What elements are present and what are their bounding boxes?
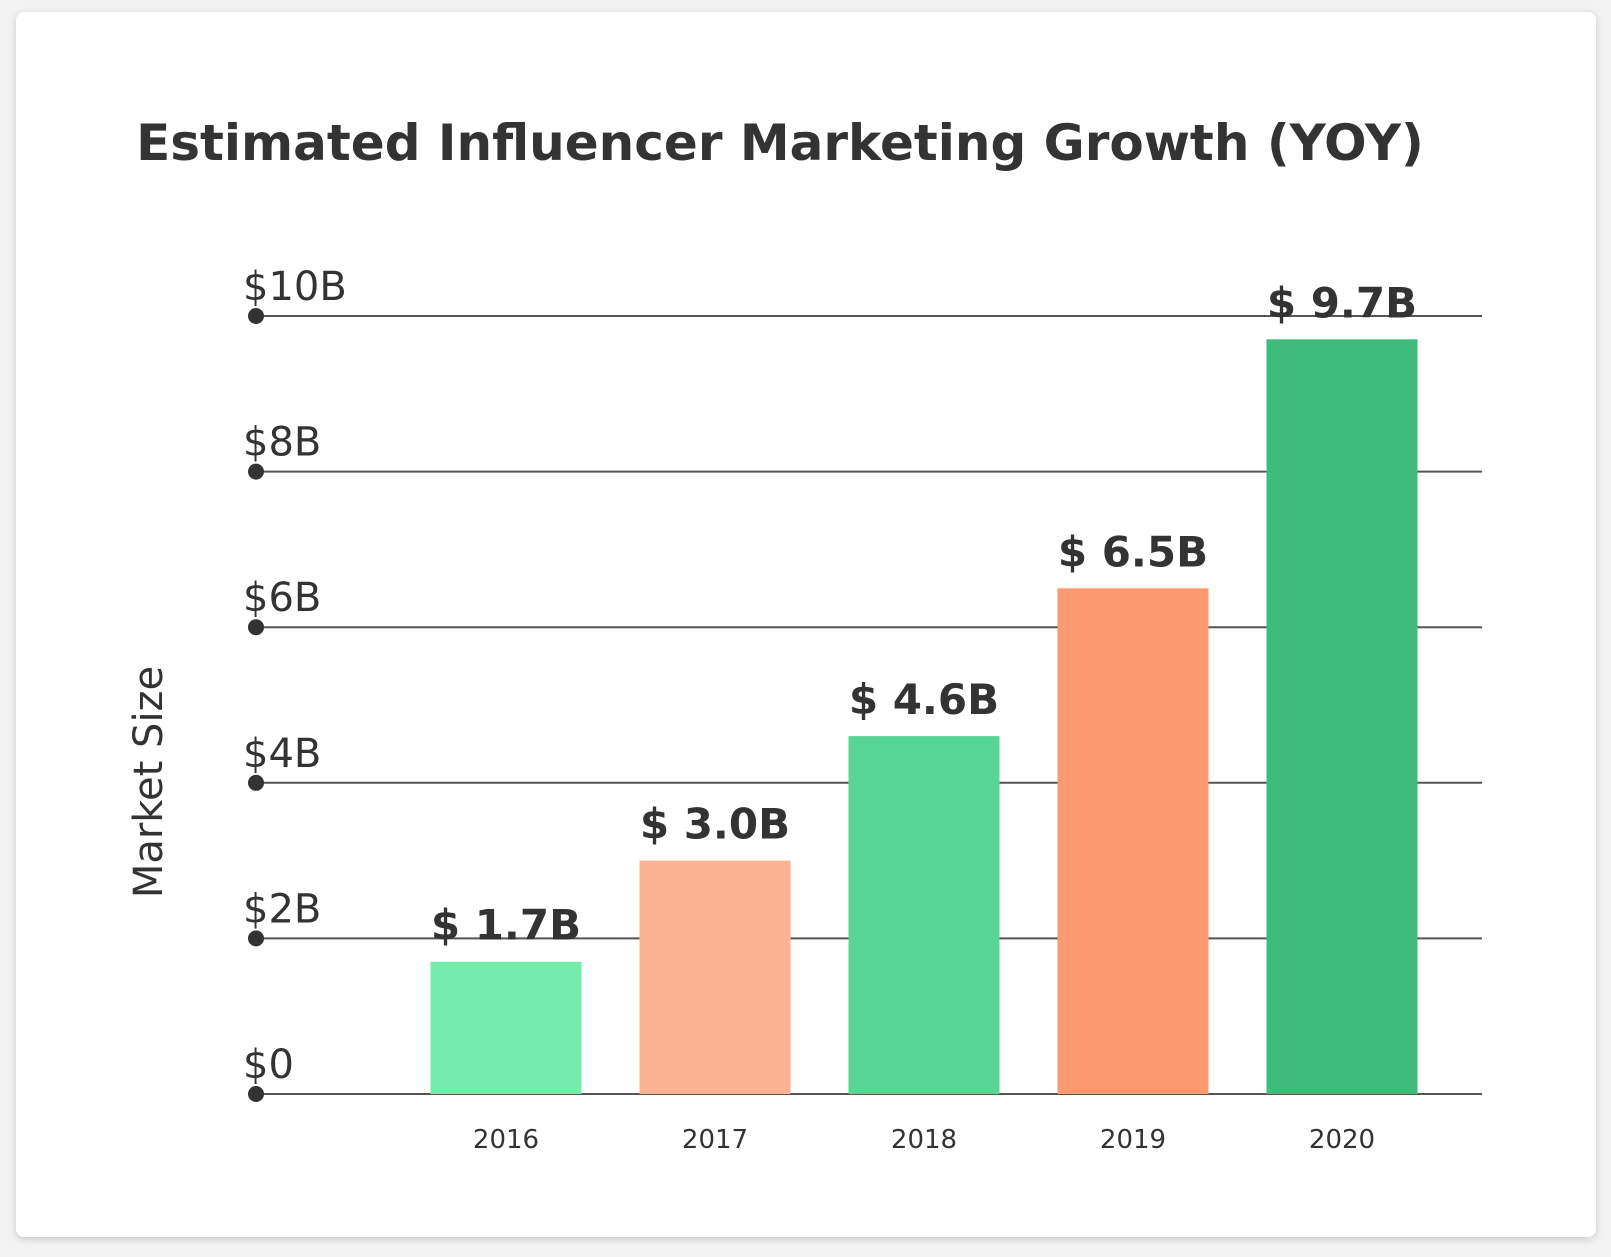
bars [430,339,1418,1095]
y-tick-label-10: $10B [243,264,347,310]
bar-2019 [1057,588,1209,1094]
gridline-dot-0 [248,1086,264,1102]
x-tick-label-2019: 2019 [1100,1125,1166,1155]
y-axis-label: Market Size [126,666,172,898]
y-tick-label-8: $8B [243,420,321,466]
value-label-2016: $ 1.7B [431,901,581,950]
y-axis-ticks: $0 $2B $4B $6B $8B $10B [243,264,347,1088]
value-label-2020: $ 9.7B [1267,278,1417,327]
gridline-dot-10 [248,308,264,324]
gridline-dot-4 [248,774,264,791]
y-tick-label-2: $2B [243,886,321,932]
value-label-2019: $ 6.5B [1058,527,1208,576]
bar-2020 [1266,339,1418,1095]
y-tick-label-0: $0 [243,1042,294,1088]
value-label-2018: $ 4.6B [849,675,999,724]
bar-2017 [639,860,791,1094]
y-tick-label-6: $6B [243,575,321,621]
x-tick-label-2016: 2016 [473,1125,539,1155]
x-tick-label-2017: 2017 [682,1125,748,1155]
x-tick-label-2018: 2018 [891,1125,957,1155]
gridline-dot-6 [248,619,264,636]
value-label-2017: $ 3.0B [640,800,790,849]
value-labels: $ 1.7B $ 3.0B $ 4.6B $ 6.5B $ 9.7B [431,278,1417,949]
bar-2016 [430,961,582,1094]
y-tick-label-4: $4B [243,731,321,777]
gridline-dot-2 [248,930,264,947]
bar-2018 [848,736,1000,1094]
x-axis-ticks: 2016 2017 2018 2019 2020 [473,1125,1375,1155]
chart-title: Estimated Influencer Marketing Growth (Y… [136,114,1424,172]
gridline-dot-8 [248,463,264,480]
x-tick-label-2020: 2020 [1309,1125,1375,1155]
